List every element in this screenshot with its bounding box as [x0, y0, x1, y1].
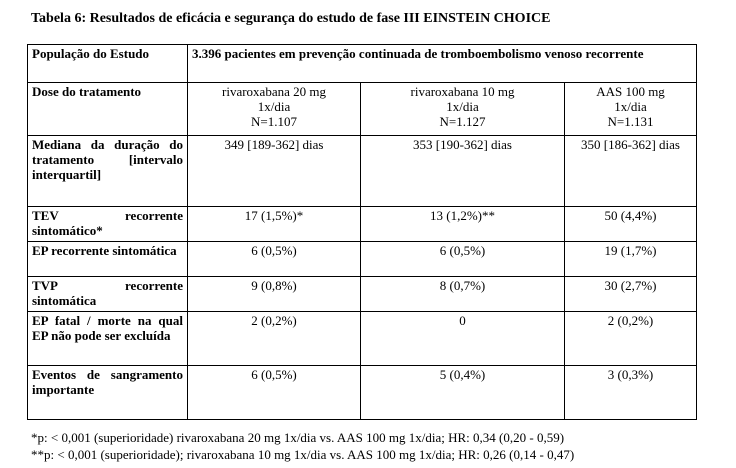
dose-label: Dose do tratamento: [27, 82, 188, 136]
table-cell: 6 (0,5%): [187, 241, 361, 277]
dose-arm-3-frequency: 1x/dia: [614, 99, 647, 114]
table-row: EP fatal / morte na qual EP não pode ser…: [27, 311, 698, 366]
dose-arm-2-frequency: 1x/dia: [446, 99, 479, 114]
dose-arm-1-frequency: 1x/dia: [257, 99, 291, 114]
table-row: TEV recorrente sintomático* 17 (1,5%)* 1…: [27, 206, 698, 242]
footnote-1: *p: < 0,001 (superioridade) rivaroxabana…: [31, 430, 565, 445]
table-cell: 50 (4,4%): [563, 206, 698, 242]
dose-arm-2-n: N=1.127: [439, 114, 486, 129]
table-row: TVP recorrente sintomática 9 (0,8%) 8 (0…: [27, 276, 698, 312]
table-row-population: População do Estudo 3.396 pacientes em p…: [27, 44, 698, 83]
table-cell: 30 (2,7%): [563, 276, 698, 312]
dose-arm-3-drug: AAS 100 mg: [596, 84, 665, 99]
dose-arm-3-n: N=1.131: [607, 114, 654, 129]
footnote-2: **p: < 0,001 (superioridade); rivaroxaba…: [31, 447, 575, 462]
table-cell: 9 (0,8%): [187, 276, 361, 312]
dose-arm-2: rivaroxabana 10 mg 1x/dia N=1.127: [360, 82, 565, 136]
table-cell: 353 [190-362] dias: [360, 135, 565, 207]
dose-arm-2-drug: rivaroxabana 10 mg: [410, 84, 515, 99]
table-row: EP recorrente sintomática 6 (0,5%) 6 (0,…: [27, 241, 698, 277]
table-cell: 6 (0,5%): [360, 241, 565, 277]
table-cell: 8 (0,7%): [360, 276, 565, 312]
table-cell: 19 (1,7%): [563, 241, 698, 277]
dose-arm-1-n: N=1.107: [251, 114, 297, 129]
row-label-tev: TEV recorrente sintomático*: [27, 206, 188, 242]
table-cell: 350 [186-362] dias: [563, 135, 698, 207]
row-label-ep: EP recorrente sintomática: [27, 241, 188, 277]
table-row: Mediana da duração do tratamento [interv…: [27, 135, 698, 207]
table-cell: 0: [360, 311, 565, 366]
table-row: Eventos de sangramento importante 6 (0,5…: [27, 365, 698, 420]
table-cell: 349 [189-362] dias: [187, 135, 361, 207]
table-cell: 13 (1,2%)**: [360, 206, 565, 242]
row-label-fatal-ep: EP fatal / morte na qual EP não pode ser…: [27, 311, 188, 366]
table-cell: 17 (1,5%)*: [187, 206, 361, 242]
table-cell: 6 (0,5%): [187, 365, 361, 420]
table-cell: 2 (0,2%): [187, 311, 361, 366]
dose-arm-1-drug: rivaroxabana 20 mg: [222, 84, 326, 99]
dose-arm-3: AAS 100 mg 1x/dia N=1.131: [563, 82, 698, 136]
table-row-dose: Dose do tratamento rivaroxabana 20 mg 1x…: [27, 82, 698, 136]
row-label-bleeding: Eventos de sangramento importante: [27, 365, 188, 420]
results-table: População do Estudo 3.396 pacientes em p…: [27, 44, 698, 420]
row-label-tvp: TVP recorrente sintomática: [27, 276, 188, 312]
table-title: Tabela 6: Resultados de eficácia e segur…: [31, 11, 551, 26]
row-label-median-duration: Mediana da duração do tratamento [interv…: [27, 135, 188, 207]
dose-arm-1: rivaroxabana 20 mg 1x/dia N=1.107: [187, 82, 361, 136]
population-value: 3.396 pacientes em prevenção continuada …: [186, 44, 698, 83]
population-label: População do Estudo: [27, 44, 188, 83]
table-cell: 5 (0,4%): [360, 365, 565, 420]
table-cell: 2 (0,2%): [563, 311, 698, 366]
table-cell: 3 (0,3%): [563, 365, 698, 420]
